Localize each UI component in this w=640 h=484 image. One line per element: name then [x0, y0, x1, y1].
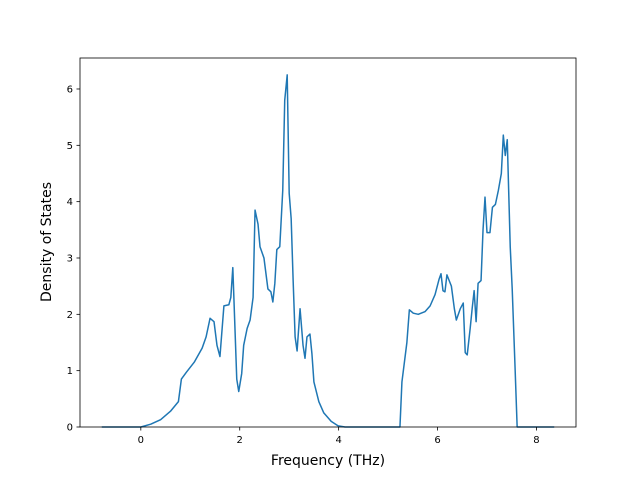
y-tick-label: 6 [67, 84, 73, 95]
y-tick-label: 1 [67, 366, 73, 377]
x-tick-label: 0 [138, 435, 144, 446]
x-axis-label: Frequency (THz) [271, 453, 385, 469]
y-tick-label: 2 [67, 310, 73, 321]
x-tick-label: 4 [335, 435, 341, 446]
y-tick-label: 5 [67, 141, 73, 152]
x-tick-label: 8 [533, 435, 539, 446]
y-axis-label: Density of States [39, 182, 55, 302]
x-tick-label: 2 [237, 435, 243, 446]
x-tick-label: 6 [434, 435, 440, 446]
y-tick-label: 4 [67, 197, 73, 208]
y-tick-label: 0 [67, 423, 73, 434]
data-line [101, 74, 555, 428]
y-tick-label: 3 [67, 253, 73, 264]
plot-frame [79, 57, 577, 428]
